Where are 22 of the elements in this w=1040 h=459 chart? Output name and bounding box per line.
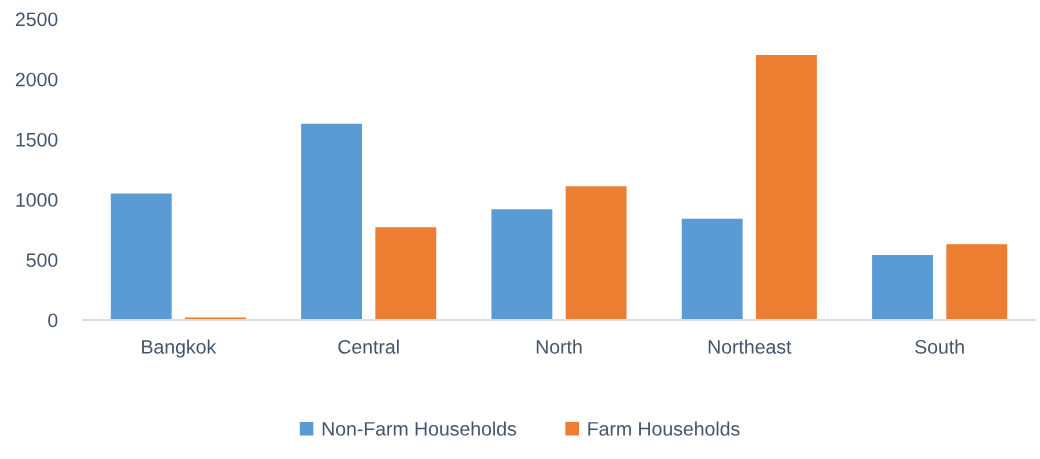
y-tick-label: 500 [26,253,58,268]
y-tick-label: 1000 [16,193,58,207]
bar [110,193,172,321]
y-tick-label: 1500 [16,132,58,147]
y-tick-label: 2500 [15,12,58,27]
legend-label: Farm Households [588,421,740,436]
x-tick-label: Northeast [708,339,792,354]
x-tick-label: Central [338,339,399,354]
bar [375,227,437,321]
bar [681,218,743,321]
x-tick-label: South [915,339,964,354]
bar [565,186,627,321]
bar [755,55,817,321]
bar [301,123,363,321]
bar [491,209,553,321]
x-tick-label: Bangkok [142,339,217,358]
x-tick-label: North [536,339,582,354]
y-tick-label: 2000 [15,72,58,87]
legend-label: Non-Farm Households [322,421,517,436]
y-tick-label: 0 [48,313,58,328]
bar [872,255,933,321]
bar [946,244,1008,321]
